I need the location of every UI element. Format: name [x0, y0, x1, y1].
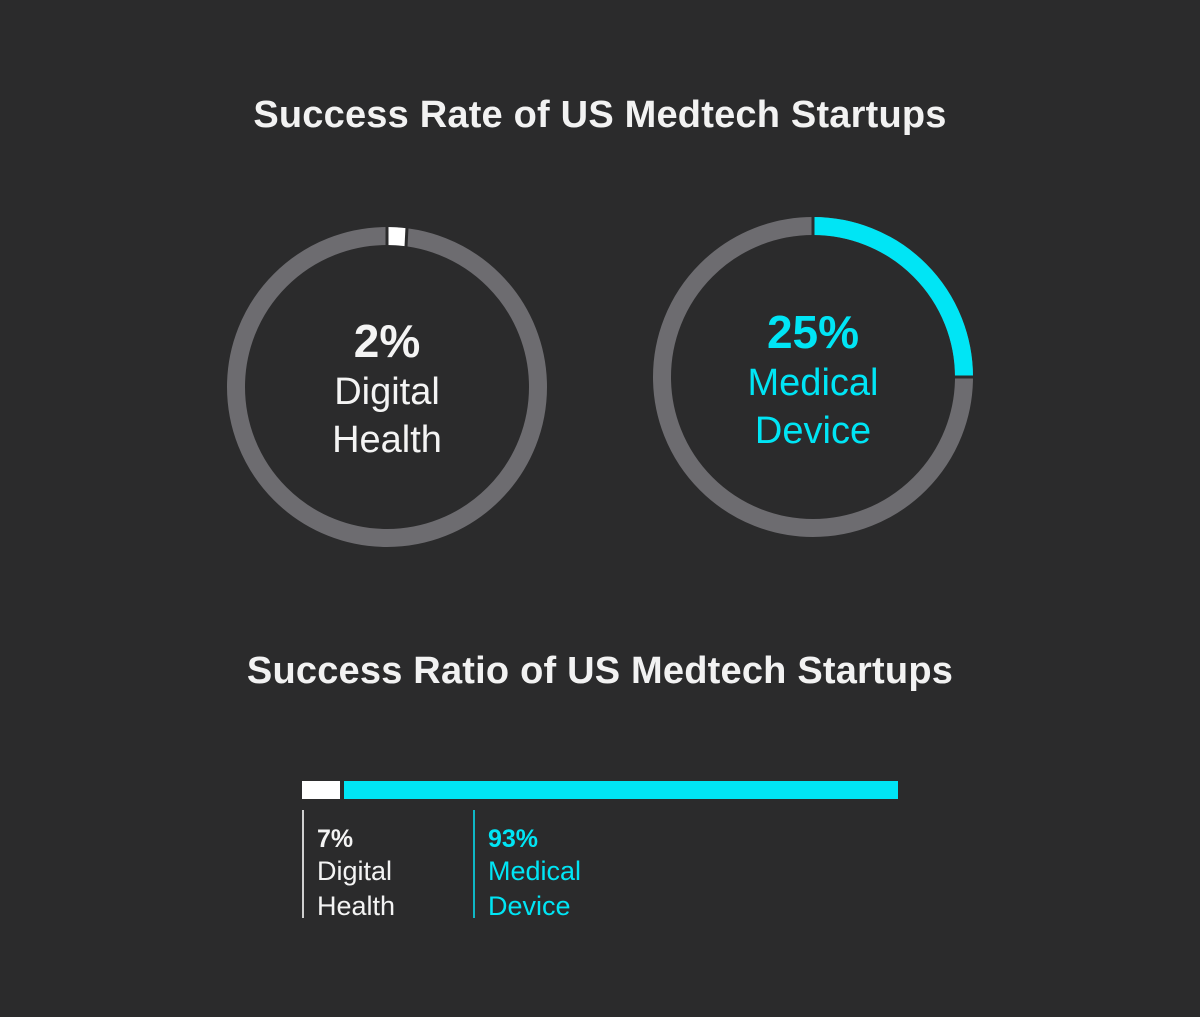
legend-percent: 7%: [317, 825, 354, 853]
ring-percent: 25%: [766, 306, 860, 358]
ring-category-line2: Health: [332, 419, 442, 461]
legend-percent: 93%: [488, 825, 539, 853]
ring-label-digital-health: 2% Digital Health: [257, 314, 517, 464]
chart-title-success-ratio: Success Ratio of US Medtech Startups: [246, 650, 954, 692]
ring-category-line1: Digital: [334, 371, 440, 413]
ring-percent: 2%: [353, 315, 421, 367]
legend-category-line1: Medical: [488, 856, 582, 886]
bar-segment-medical-device: [344, 781, 898, 799]
ring-label-medical-device: 25% Medical Device: [683, 305, 943, 455]
legend-category-line2: Health: [317, 891, 396, 921]
ring-category-line1: Medical: [747, 362, 879, 404]
ring-category-line2: Device: [754, 410, 872, 452]
legend-medical-device: 93% Medical Device: [473, 810, 582, 921]
donut-digital-health: [227, 226, 547, 547]
chart-title-success-rate: Success Rate of US Medtech Startups: [253, 94, 947, 136]
donut-medical-device: [653, 217, 973, 537]
legend-category-line2: Device: [488, 891, 571, 921]
bar-segment-digital-health: [302, 781, 340, 799]
legend-digital-health: 7% Digital Health: [302, 810, 395, 921]
legend-category-line1: Digital: [317, 856, 393, 886]
